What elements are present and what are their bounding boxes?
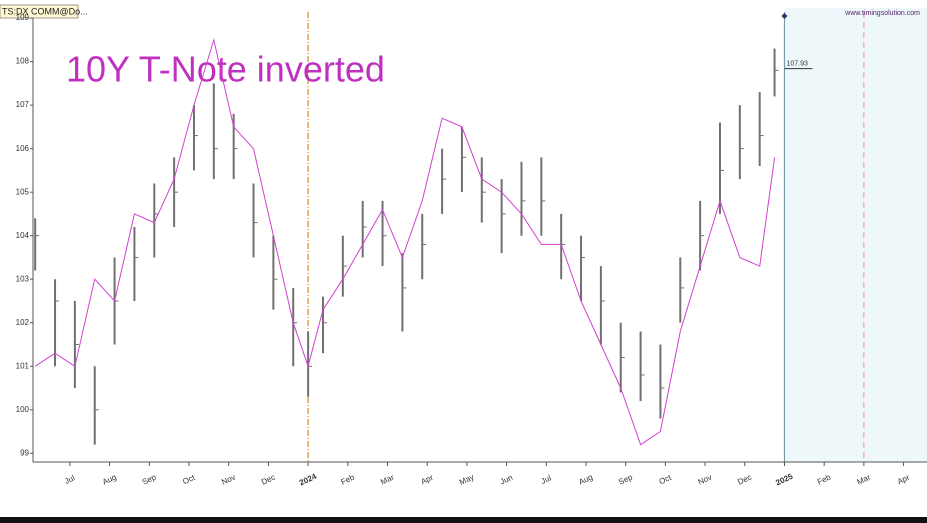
source: TS:DX COMM@Do... xyxy=(2,6,88,16)
last-price-label: 107.93 xyxy=(786,61,808,68)
future-zone xyxy=(784,8,927,462)
website: www.timingsolution.com xyxy=(844,10,920,17)
y-tick-label: 101 xyxy=(16,361,30,370)
y-tick-label: 107 xyxy=(16,100,30,109)
x-tick-label: Jul xyxy=(63,473,76,486)
y-tick-label: 100 xyxy=(16,405,30,414)
y-tick-label: 103 xyxy=(16,274,30,283)
x-tick-label: Jul xyxy=(540,473,553,486)
plot-back xyxy=(307,8,927,462)
chart-title: 10Y T-Note inverted xyxy=(66,49,385,90)
y-tick-label: 104 xyxy=(16,231,30,240)
y-tick-label: 102 xyxy=(16,318,30,327)
source-box xyxy=(0,4,79,19)
y-tick-label: 99 xyxy=(20,448,29,457)
y-tick-label: 109 xyxy=(16,13,30,22)
y-tick-label: 105 xyxy=(16,187,30,196)
anchor-point xyxy=(781,13,788,19)
y-tick-label: 108 xyxy=(16,57,30,66)
line-series xyxy=(34,37,776,446)
y-tick-label: 106 xyxy=(16,144,30,153)
bottom-bar xyxy=(0,517,927,523)
